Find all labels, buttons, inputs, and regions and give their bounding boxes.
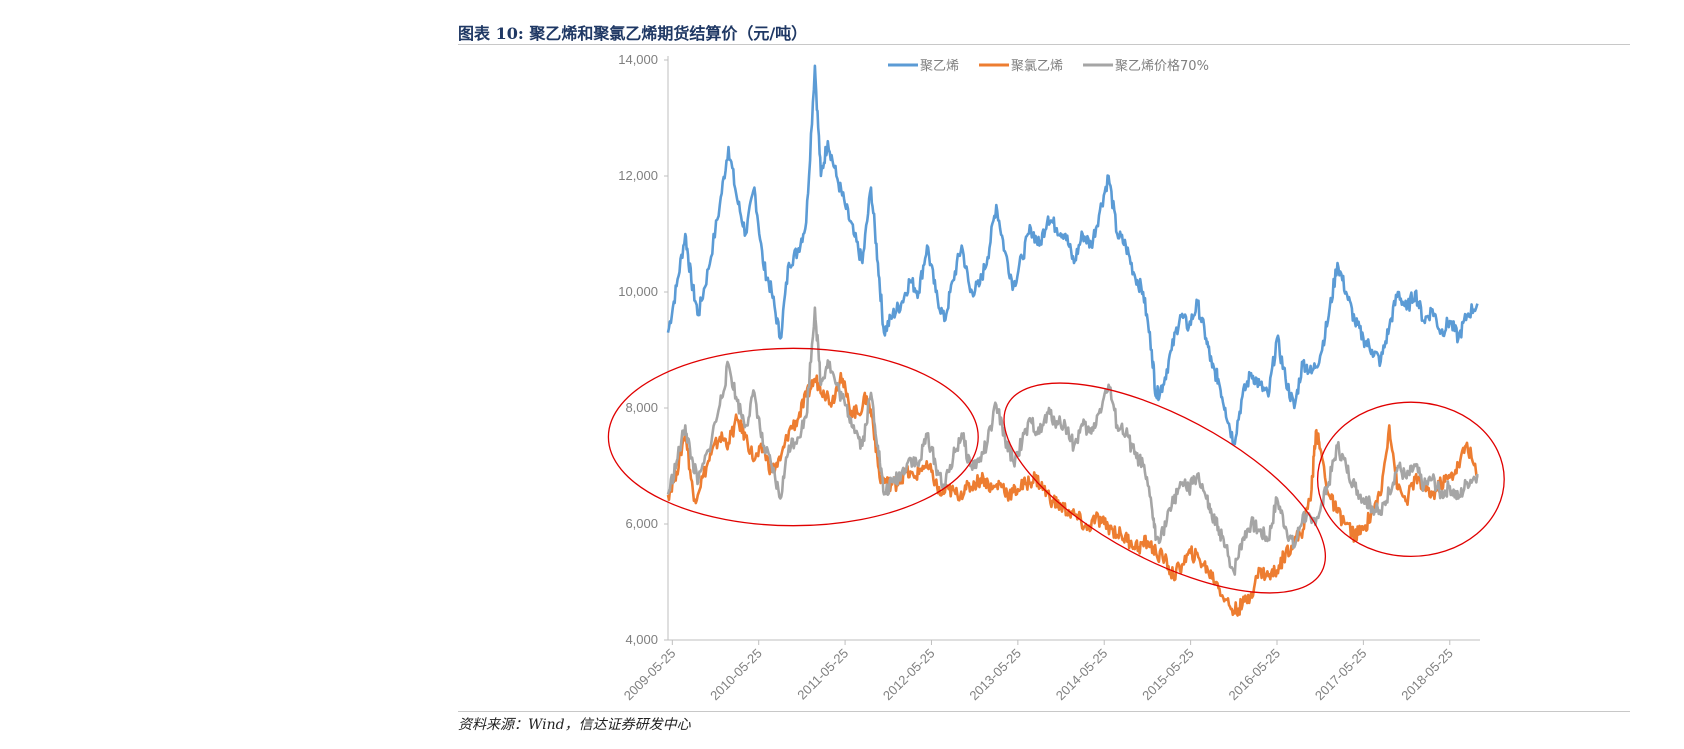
series-line-pe — [666, 64, 1479, 446]
series-line-pvc — [666, 371, 1479, 617]
chart-legend: 聚乙烯 聚氯乙烯 聚乙烯价格70% — [888, 58, 1209, 74]
x-tick-label: 2017-05-25 — [1312, 646, 1370, 704]
x-tick-label: 2011-05-25 — [794, 646, 851, 703]
annotation-layer — [607, 347, 1505, 594]
chart-axes — [667, 56, 1480, 641]
x-tick-label: 2013-05-25 — [966, 646, 1024, 704]
x-tick-label: 2018-05-25 — [1398, 646, 1456, 704]
legend-label: 聚乙烯价格70% — [1115, 58, 1209, 74]
chart-title: 图表 10: 聚乙烯和聚氯乙烯期货结算价（元/吨） — [458, 24, 808, 43]
title-divider — [458, 44, 1630, 45]
legend-item-pvc: 聚氯乙烯 — [979, 59, 1063, 74]
legend-item-pe-70: 聚乙烯价格70% — [1083, 58, 1209, 74]
source-divider — [458, 711, 1630, 712]
x-tick-label: 2009-05-25 — [621, 646, 679, 704]
data-source: 资料来源：Wind，信达证券研发中心 — [458, 717, 691, 733]
x-tick-label: 2012-05-25 — [880, 646, 938, 704]
legend-label: 聚氯乙烯 — [1011, 59, 1063, 74]
x-axis-ticks: 2009-05-25 2010-05-25 2011-05-25 2012-05-25… — [621, 640, 1456, 703]
y-tick-label: 10,000 — [618, 284, 658, 299]
y-tick-label: 8,000 — [625, 400, 658, 415]
x-tick-label: 2015-05-25 — [1139, 646, 1197, 704]
x-tick-label: 2014-05-25 — [1053, 646, 1111, 704]
highlight-ellipse-3 — [1316, 401, 1505, 558]
y-tick-label: 14,000 — [618, 52, 658, 67]
y-axis-ticks: 4,000 6,000 8,000 10,000 12,000 14,000 — [618, 52, 668, 647]
series-layer — [666, 64, 1479, 617]
y-tick-label: 4,000 — [625, 632, 658, 647]
highlight-ellipse-1 — [607, 347, 979, 527]
series-line-pe-70 — [666, 306, 1479, 576]
x-tick-label: 2016-05-25 — [1225, 646, 1283, 704]
y-tick-label: 12,000 — [618, 168, 658, 183]
y-tick-label: 6,000 — [625, 516, 658, 531]
legend-label: 聚乙烯 — [920, 59, 959, 74]
highlight-ellipse-2 — [1003, 382, 1327, 594]
x-tick-label: 2010-05-25 — [707, 646, 765, 704]
legend-item-pe: 聚乙烯 — [888, 59, 959, 74]
